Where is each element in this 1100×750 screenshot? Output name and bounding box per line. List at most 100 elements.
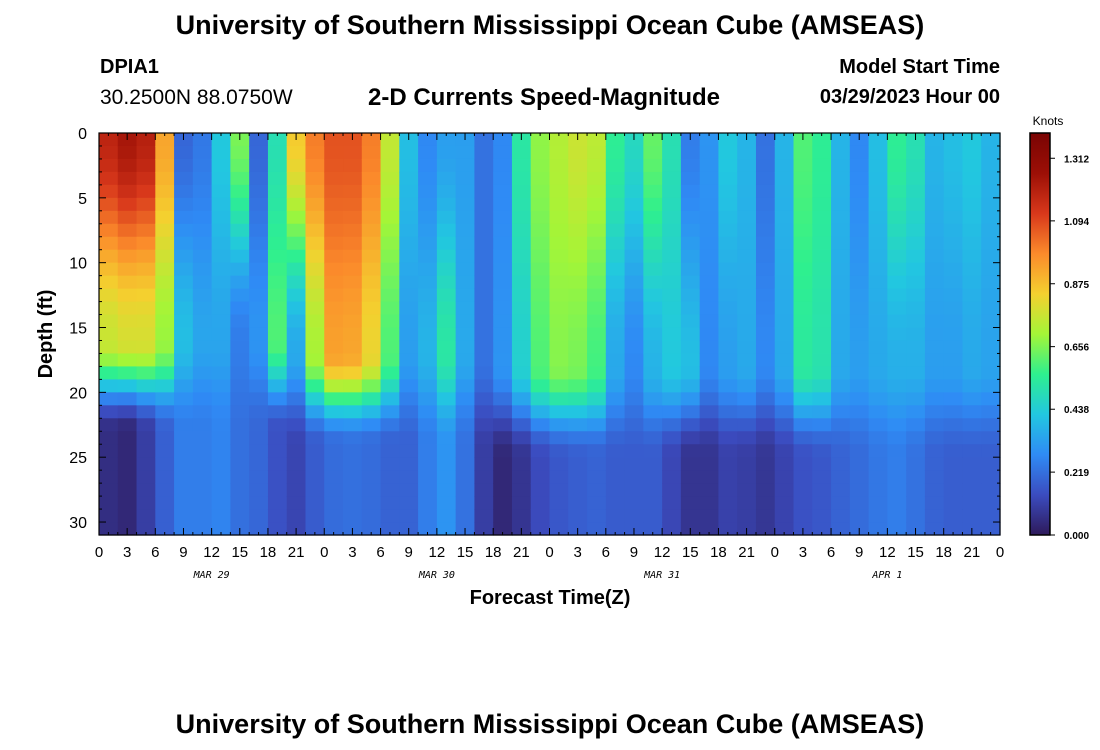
heatmap-cell (568, 366, 588, 380)
heatmap-cell (943, 327, 964, 342)
heatmap-cell (774, 249, 795, 264)
heatmap-cell (192, 184, 213, 199)
heatmap-cell (174, 236, 194, 251)
heatmap-cell (737, 418, 757, 432)
heatmap-cell (399, 210, 419, 225)
heatmap-cell (680, 145, 701, 160)
heatmap-cell (568, 197, 588, 212)
heatmap-cell (380, 366, 400, 380)
heatmap-cell (549, 210, 569, 225)
heatmap-cell (849, 509, 870, 523)
heatmap-cell (418, 223, 438, 238)
heatmap-cell (399, 197, 419, 212)
heatmap-cell (249, 392, 269, 406)
heatmap-cell (155, 223, 175, 238)
heatmap-cell (887, 249, 907, 264)
heatmap-cell (267, 327, 288, 342)
heatmap-cell (230, 158, 250, 173)
heatmap-cell (192, 223, 213, 238)
heatmap-cell (211, 171, 231, 186)
heatmap-cell (643, 262, 663, 277)
heatmap-cell (436, 418, 457, 432)
heatmap-cell (906, 444, 926, 458)
heatmap-cell (924, 340, 945, 355)
heatmap-cell (624, 509, 644, 523)
heatmap-cell (849, 288, 870, 303)
heatmap-cell (267, 158, 288, 173)
heatmap-cell (868, 457, 888, 471)
heatmap-cell (549, 405, 569, 419)
heatmap-cell (418, 431, 438, 445)
heatmap-cell (962, 223, 982, 238)
heatmap-cell (793, 171, 813, 186)
heatmap-cell (906, 275, 926, 290)
x-tick-label: 9 (405, 544, 413, 561)
heatmap-cell (812, 145, 832, 160)
heatmap-cell (906, 496, 926, 510)
heatmap-cell (868, 444, 888, 458)
heatmap-cell (624, 327, 644, 342)
heatmap-cell (436, 262, 457, 277)
heatmap-cell (230, 314, 250, 329)
heatmap-cell (380, 457, 400, 471)
heatmap-cell (324, 444, 344, 458)
heatmap-cell (924, 171, 945, 186)
heatmap-cell (587, 522, 607, 536)
heatmap-cell (530, 340, 551, 355)
heatmap-cell (192, 158, 213, 173)
heatmap-cell (99, 145, 119, 160)
x-tick-label: 21 (738, 544, 755, 561)
heatmap-cell (568, 509, 588, 523)
y-tick-label: 30 (69, 515, 87, 532)
heatmap-cell (361, 133, 382, 147)
heatmap-cell (755, 353, 776, 368)
heatmap-cell (849, 483, 870, 497)
heatmap-cell (643, 392, 663, 406)
heatmap-cell (962, 171, 982, 186)
heatmap-cell (755, 392, 776, 406)
heatmap-cell (718, 418, 738, 432)
heatmap-cell (286, 431, 307, 445)
heatmap-cell (568, 496, 588, 510)
heatmap-cell (774, 314, 795, 329)
heatmap-cell (192, 353, 213, 368)
heatmap-cell (568, 171, 588, 186)
colorbar-gradient (1029, 132, 1051, 536)
heatmap-cell (267, 366, 288, 380)
heatmap-cell (718, 197, 738, 212)
heatmap-cell (962, 379, 982, 393)
heatmap-cell (868, 366, 888, 380)
heatmap-cell (343, 314, 363, 329)
heatmap-cell (924, 314, 945, 329)
heatmap-cell (305, 353, 325, 368)
heatmap-cell (343, 496, 363, 510)
heatmap-cell (418, 275, 438, 290)
heatmap-cell (117, 405, 138, 419)
heatmap-cell (192, 262, 213, 277)
heatmap-cell (211, 133, 231, 147)
heatmap-cell (943, 210, 964, 225)
heatmap-cell (680, 353, 701, 368)
heatmap-cell (962, 197, 982, 212)
heatmap-cell (981, 353, 1001, 368)
heatmap-cell (755, 496, 776, 510)
heatmap-cell (718, 405, 738, 419)
heatmap-cell (549, 327, 569, 342)
heatmap-cell (962, 249, 982, 264)
heatmap-cell (117, 327, 138, 342)
heatmap-cell (474, 405, 494, 419)
heatmap-cell (99, 379, 119, 393)
heatmap-cell (455, 483, 476, 497)
heatmap-cell (530, 223, 551, 238)
heatmap-cell (737, 249, 757, 264)
heatmap-cell (511, 301, 532, 316)
y-tick-label: 20 (69, 385, 87, 402)
heatmap-cell (136, 249, 156, 264)
heatmap-cell (455, 418, 476, 432)
heatmap-cell (680, 366, 701, 380)
heatmap-cell (793, 353, 813, 368)
heatmap-cell (981, 431, 1001, 445)
x-tick-label: 9 (855, 544, 863, 561)
heatmap-cell (380, 223, 400, 238)
heatmap-cell (267, 431, 288, 445)
